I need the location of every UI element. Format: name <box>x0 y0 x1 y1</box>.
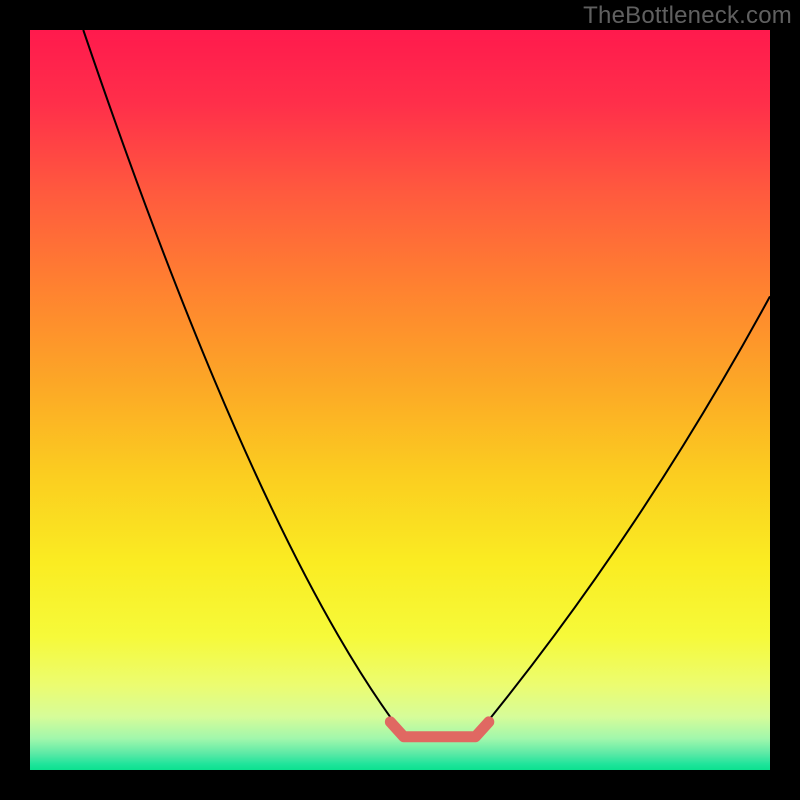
watermark-text: TheBottleneck.com <box>583 2 792 30</box>
gradient-background <box>30 30 770 770</box>
figure-root: TheBottleneck.com <box>0 0 800 800</box>
bottleneck-curve-plot <box>0 0 800 800</box>
